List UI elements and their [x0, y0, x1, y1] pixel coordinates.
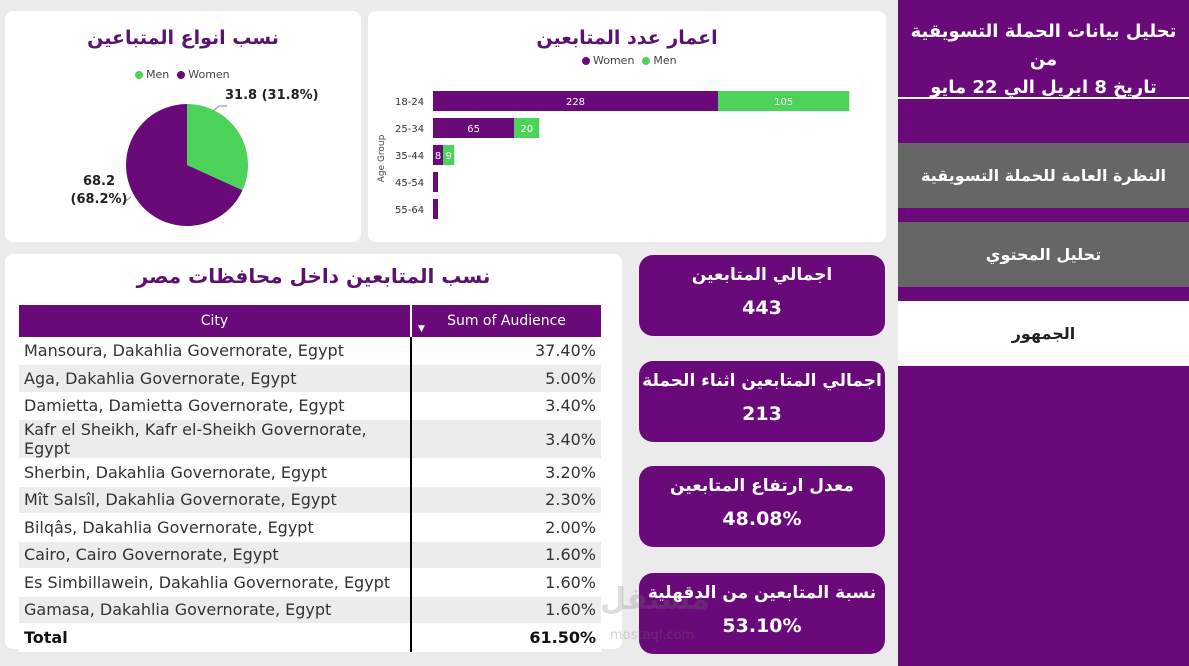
pie-slice-men[interactable] — [187, 104, 248, 191]
city-cell: Mît Salsîl, Dakahlia Governorate, Egypt — [19, 486, 412, 514]
table-row[interactable]: Mît Salsîl, Dakahlia Governorate, Egypt 2… — [19, 486, 601, 514]
audience-cell: 3.20% — [411, 458, 601, 487]
pie-slice-women[interactable] — [125, 104, 243, 226]
sort-desc-icon[interactable]: ▼ — [418, 324, 425, 334]
bar-women-25-34[interactable] — [433, 118, 515, 138]
nav-campaign-overview[interactable]: النظرة العامة للحملة التسويقية — [898, 143, 1189, 208]
table-title: نسب المتابعين داخل محافظات مصر — [136, 264, 491, 288]
city-cell: Damietta, Damietta Governorate, Egypt — [19, 392, 412, 420]
bar-women-35-44[interactable] — [433, 145, 443, 165]
legend-men[interactable]: Men — [135, 68, 169, 81]
y-axis-label: Age Group — [377, 134, 387, 182]
y-tick-label: 35-44 — [395, 151, 424, 162]
table-total-row: Total 61.50% — [19, 623, 601, 652]
audience-cell: 1.60% — [411, 541, 601, 569]
y-tick-label: 25-34 — [395, 124, 424, 135]
bar-women-55-64[interactable] — [433, 199, 438, 219]
table-header-row: City Sum of Audience ▼ — [19, 305, 601, 337]
legend-men[interactable]: Men — [642, 54, 677, 67]
bar-data-label: 105 — [774, 97, 793, 108]
table-row[interactable]: Es Simbillawein, Dakahlia Governorate, E… — [19, 568, 601, 597]
city-cell: Cairo, Cairo Governorate, Egypt — [19, 541, 412, 569]
watermark-logo: مستقل — [600, 582, 710, 617]
audience-cell: 2.00% — [411, 513, 601, 542]
audience-cell: 5.00% — [411, 364, 601, 393]
city-cell: Kafr el Sheikh, Kafr el-Sheikh Governora… — [19, 419, 412, 459]
bar-men-35-44[interactable] — [443, 145, 455, 165]
table-row[interactable]: Kafr el Sheikh, Kafr el-Sheikh Governora… — [19, 419, 601, 459]
pie-leader-line — [212, 105, 227, 112]
city-cell: Gamasa, Dakahlia Governorate, Egypt — [19, 596, 412, 624]
kpi-label: اجمالي المتابعين — [691, 265, 833, 285]
kpi-value: 213 — [742, 403, 782, 425]
y-tick-label: 18-24 — [395, 97, 424, 108]
bar-legend: Women Men — [582, 54, 677, 67]
legend-women[interactable]: Women — [177, 68, 230, 81]
kpi-value: 443 — [742, 297, 782, 319]
kpi-label: اجمالي المتابعين اثناء الحملة — [642, 371, 882, 391]
gender-pie-card: نسب انواع المتباعين Men Women 31.8 (31.8… — [5, 11, 361, 242]
bar-women-45-54[interactable] — [433, 172, 438, 192]
pie-chart — [122, 104, 248, 226]
pie-leader-line — [122, 196, 132, 204]
bar-men-18-24[interactable] — [718, 91, 850, 111]
audience-cell: 1.60% — [411, 596, 601, 624]
city-cell: Aga, Dakahlia Governorate, Egypt — [19, 364, 412, 393]
kpi-campaign-followers: اجمالي المتابعين اثناء الحملة 213 — [639, 361, 885, 442]
table-row[interactable]: Aga, Dakahlia Governorate, Egypt 5.00% — [19, 364, 601, 393]
audience-cell: 37.40% — [411, 337, 601, 365]
table-row[interactable]: Gamasa, Dakahlia Governorate, Egypt 1.60% — [19, 596, 601, 624]
legend-women[interactable]: Women — [582, 54, 634, 67]
city-cell: Bilqâs, Dakahlia Governorate, Egypt — [19, 513, 412, 542]
watermark-url: mostaql.com — [610, 628, 695, 643]
bar-data-label: 9 — [445, 151, 451, 162]
total-value: 61.50% — [411, 623, 601, 652]
table-row[interactable]: Damietta, Damietta Governorate, Egypt 3.4… — [19, 392, 601, 420]
sidebar: تحليل بيانات الحملة التسويقية من تاريخ 8… — [898, 0, 1189, 666]
kpi-label: نسبة المتابعين من الدقهلية — [647, 583, 877, 603]
nav-audience[interactable]: الجمهور — [898, 301, 1189, 366]
pie-label-men: 31.8 (31.8%) — [225, 88, 319, 103]
nav-content-analysis[interactable]: تحليل المحتوي — [898, 222, 1189, 287]
kpi-growth-rate: معدل ارتفاع المتابعين 48.08% — [639, 466, 885, 547]
total-label: Total — [19, 623, 412, 652]
audience-cell: 3.40% — [411, 419, 601, 459]
age-bar-card: اعمار عدد المتابعين Women Men Age Group 1… — [368, 11, 886, 242]
bar-women-18-24[interactable] — [433, 91, 718, 111]
city-cell: Mansoura, Dakahlia Governorate, Egypt — [19, 337, 412, 365]
pie-title: نسب انواع المتباعين — [87, 27, 279, 49]
bar-data-label: 8 — [435, 151, 441, 162]
table-row[interactable]: Sherbin, Dakahlia Governorate, Egypt 3.20… — [19, 458, 601, 487]
city-cell: Es Simbillawein, Dakahlia Governorate, E… — [19, 568, 412, 597]
city-cell: Sherbin, Dakahlia Governorate, Egypt — [19, 458, 412, 487]
kpi-value: 48.08% — [722, 508, 802, 530]
report-title: تحليل بيانات الحملة التسويقية من تاريخ 8… — [910, 21, 1177, 98]
kpi-total-followers: اجمالي المتابعين 443 — [639, 255, 885, 336]
table-row[interactable]: Mansoura, Dakahlia Governorate, Egypt 37.… — [19, 337, 601, 365]
age-bar-chart: Age Group 18-24 228 105 25-34 65 20 35-44 8 9 45-5… — [377, 91, 850, 219]
bar-men-25-34[interactable] — [514, 118, 540, 138]
city-column-header[interactable]: City — [19, 305, 412, 337]
city-table-card: نسب المتابعين داخل محافظات مصر City Sum … — [5, 254, 622, 652]
audience-column-header[interactable]: Sum of Audience ▼ — [411, 305, 601, 337]
kpi-dakahlia-share: نسبة المتابعين من الدقهلية 53.10% — [639, 573, 885, 654]
audience-cell: 3.40% — [411, 392, 601, 420]
y-tick-label: 55-64 — [395, 205, 424, 216]
bar-data-label: 65 — [467, 124, 480, 135]
bar-title: اعمار عدد المتابعين — [536, 27, 718, 49]
pie-label-women: 68.2 (68.2%) — [70, 174, 128, 207]
sidebar-divider — [898, 97, 1189, 99]
kpi-label: معدل ارتفاع المتابعين — [670, 476, 854, 496]
kpi-value: 53.10% — [722, 615, 802, 637]
table-row[interactable]: Bilqâs, Dakahlia Governorate, Egypt 2.00% — [19, 513, 601, 542]
audience-cell: 1.60% — [411, 568, 601, 597]
pie-legend: Men Women — [135, 68, 230, 81]
bar-data-label: 228 — [566, 97, 585, 108]
y-tick-label: 45-54 — [395, 178, 424, 189]
bar-data-label: 20 — [520, 124, 533, 135]
table-row[interactable]: Cairo, Cairo Governorate, Egypt 1.60% — [19, 541, 601, 569]
city-table: City Sum of Audience ▼ Mansoura, Dakahli… — [19, 305, 601, 652]
audience-cell: 2.30% — [411, 486, 601, 514]
